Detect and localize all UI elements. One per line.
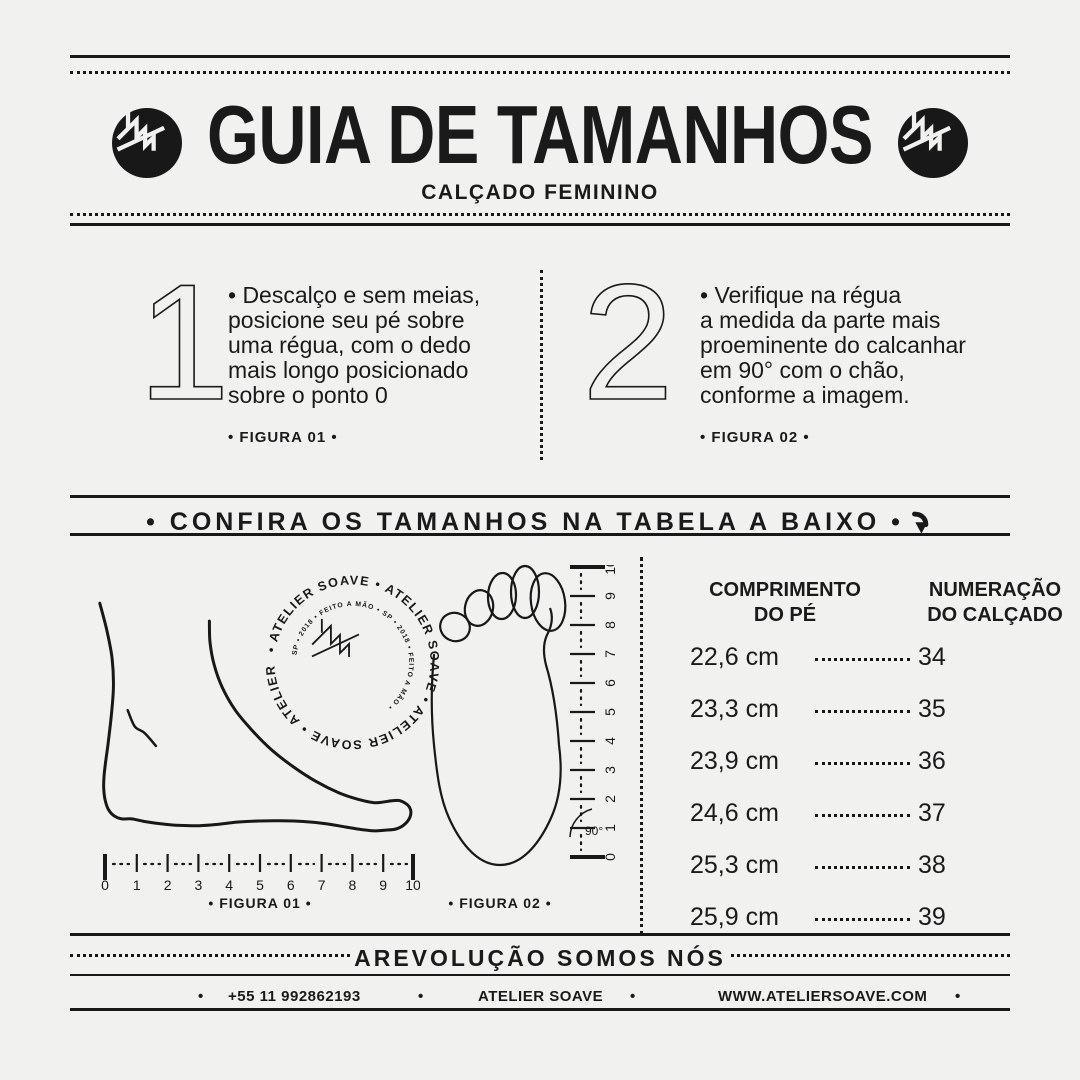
svg-text:90°: 90° (585, 824, 603, 838)
svg-text:10: 10 (602, 565, 618, 575)
svg-text:7: 7 (318, 877, 326, 892)
svg-text:5: 5 (256, 877, 264, 892)
svg-text:4: 4 (225, 877, 233, 892)
svg-text:3: 3 (602, 766, 618, 774)
svg-text:6: 6 (602, 679, 618, 687)
svg-text:8: 8 (349, 877, 357, 892)
svg-text:1: 1 (602, 824, 618, 832)
svg-text:0: 0 (101, 877, 109, 892)
svg-text:1: 1 (133, 877, 141, 892)
svg-text:5: 5 (602, 708, 618, 716)
svg-text:3: 3 (195, 877, 203, 892)
svg-text:7: 7 (602, 650, 618, 658)
svg-text:6: 6 (287, 877, 295, 892)
svg-text:2: 2 (164, 877, 172, 892)
svg-text:0: 0 (602, 853, 618, 861)
svg-text:2: 2 (602, 795, 618, 803)
svg-text:9: 9 (602, 592, 618, 600)
svg-text:8: 8 (602, 621, 618, 629)
svg-text:9: 9 (379, 877, 387, 892)
svg-text:4: 4 (602, 737, 618, 745)
